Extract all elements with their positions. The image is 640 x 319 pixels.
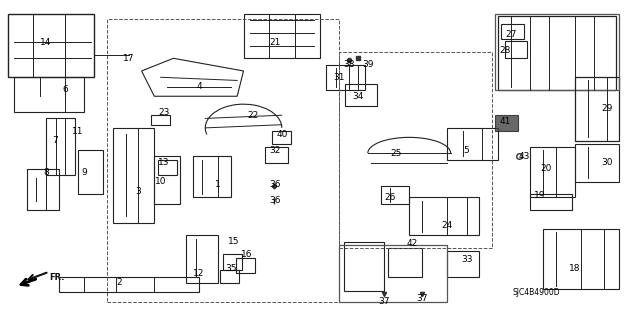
Text: 26: 26 [385,193,396,202]
Text: SJC4B4900D: SJC4B4900D [513,288,561,297]
Text: 34: 34 [353,92,364,101]
Text: 32: 32 [269,145,281,154]
Text: 4: 4 [196,82,202,91]
Text: 11: 11 [72,127,84,136]
Text: 24: 24 [442,221,453,230]
Text: 16: 16 [241,250,252,259]
Text: 2: 2 [116,278,122,287]
Text: 25: 25 [391,149,402,158]
Text: 36: 36 [269,196,281,205]
Text: 39: 39 [362,60,374,69]
Text: 37: 37 [378,297,390,306]
Text: 17: 17 [123,54,134,63]
Text: 1: 1 [215,180,221,189]
Text: 10: 10 [155,177,166,186]
Text: 35: 35 [225,264,237,273]
Text: 23: 23 [158,108,170,116]
Text: 37: 37 [416,294,428,303]
Text: 27: 27 [506,30,517,39]
Text: 13: 13 [158,158,170,167]
Text: 7: 7 [52,136,58,145]
Text: 29: 29 [601,104,612,113]
Text: 41: 41 [499,117,511,126]
Text: FR.: FR. [49,273,65,282]
Text: 31: 31 [333,73,345,82]
Text: 8: 8 [43,168,49,177]
Text: 20: 20 [541,165,552,174]
Text: 3: 3 [136,187,141,196]
Text: 40: 40 [276,130,287,139]
Text: 42: 42 [407,239,418,248]
Polygon shape [495,115,518,131]
Text: 14: 14 [40,38,52,47]
Text: 21: 21 [269,38,281,47]
Text: 12: 12 [193,269,205,278]
Text: 33: 33 [461,255,472,263]
Text: 28: 28 [499,46,511,55]
Text: 5: 5 [464,145,469,154]
Text: 38: 38 [343,60,355,69]
Text: 9: 9 [81,168,87,177]
Text: 30: 30 [601,158,612,167]
Text: 36: 36 [269,180,281,189]
Text: 43: 43 [518,152,529,161]
Text: 6: 6 [62,85,68,94]
Text: 22: 22 [248,111,259,120]
Text: 19: 19 [534,191,545,200]
Text: 15: 15 [228,237,240,246]
Text: 18: 18 [569,264,580,273]
